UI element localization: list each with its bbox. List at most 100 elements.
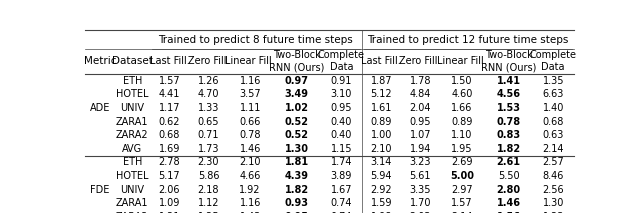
- Text: 5.61: 5.61: [410, 171, 431, 181]
- Text: 2.57: 2.57: [542, 157, 564, 167]
- Text: 0.89: 0.89: [451, 117, 472, 127]
- Text: 0.68: 0.68: [543, 117, 564, 127]
- Text: 1.30: 1.30: [543, 198, 564, 208]
- Text: 3.10: 3.10: [331, 89, 352, 99]
- Text: 1.46: 1.46: [497, 198, 520, 208]
- Text: 2.61: 2.61: [497, 157, 520, 167]
- Text: 0.78: 0.78: [239, 130, 261, 140]
- Text: 1.66: 1.66: [451, 103, 472, 113]
- Text: 2.78: 2.78: [159, 157, 180, 167]
- Text: Complete
Data: Complete Data: [318, 50, 365, 72]
- Text: Linear Fill.: Linear Fill.: [437, 56, 487, 66]
- Text: Complete
Data: Complete Data: [530, 50, 577, 72]
- Text: 0.40: 0.40: [331, 117, 352, 127]
- Text: 1.11: 1.11: [239, 103, 261, 113]
- Text: 2.30: 2.30: [198, 157, 220, 167]
- Text: 2.92: 2.92: [371, 185, 392, 195]
- Text: 1.92: 1.92: [239, 185, 261, 195]
- Text: 5.94: 5.94: [371, 171, 392, 181]
- Text: 0.52: 0.52: [285, 117, 308, 127]
- Text: 0.74: 0.74: [331, 212, 352, 213]
- Text: 1.57: 1.57: [451, 198, 473, 208]
- Text: 1.25: 1.25: [198, 212, 220, 213]
- Text: 5.50: 5.50: [498, 171, 519, 181]
- Text: Last Fill.: Last Fill.: [362, 56, 401, 66]
- Text: 1.56: 1.56: [497, 212, 520, 213]
- Text: 2.10: 2.10: [371, 144, 392, 154]
- Text: 1.00: 1.00: [371, 130, 392, 140]
- Text: ZARA2: ZARA2: [116, 212, 148, 213]
- Text: 1.16: 1.16: [239, 198, 261, 208]
- Text: 2.18: 2.18: [198, 185, 220, 195]
- Text: 0.63: 0.63: [543, 130, 564, 140]
- Text: HOTEL: HOTEL: [116, 89, 148, 99]
- Text: 1.53: 1.53: [497, 103, 520, 113]
- Text: 3.14: 3.14: [371, 157, 392, 167]
- Text: 1.82: 1.82: [497, 144, 520, 154]
- Text: 1.95: 1.95: [451, 144, 473, 154]
- Text: 0.68: 0.68: [159, 130, 180, 140]
- Text: 0.52: 0.52: [285, 130, 308, 140]
- Text: Metric: Metric: [84, 56, 116, 66]
- Text: 5.00: 5.00: [450, 171, 474, 181]
- Text: 2.97: 2.97: [451, 185, 473, 195]
- Text: Zero Fill.: Zero Fill.: [188, 56, 229, 66]
- Text: 4.39: 4.39: [285, 171, 308, 181]
- Text: 3.23: 3.23: [410, 157, 431, 167]
- Text: 1.43: 1.43: [239, 212, 261, 213]
- Text: Last Fill.: Last Fill.: [150, 56, 189, 66]
- Text: 1.59: 1.59: [371, 198, 392, 208]
- Text: Linear Fill.: Linear Fill.: [225, 56, 275, 66]
- Text: 1.61: 1.61: [371, 103, 392, 113]
- Text: 1.09: 1.09: [159, 198, 180, 208]
- Text: Trained to predict 8 future time steps: Trained to predict 8 future time steps: [159, 35, 353, 45]
- Text: 2.06: 2.06: [159, 185, 180, 195]
- Text: 5.86: 5.86: [198, 171, 220, 181]
- Text: 1.67: 1.67: [331, 185, 352, 195]
- Text: 4.60: 4.60: [451, 89, 472, 99]
- Text: 2.14: 2.14: [451, 212, 473, 213]
- Text: 3.49: 3.49: [285, 89, 308, 99]
- Text: 0.62: 0.62: [159, 117, 180, 127]
- Text: ZARA1: ZARA1: [116, 198, 148, 208]
- Text: 2.69: 2.69: [451, 157, 473, 167]
- Text: ETH: ETH: [123, 157, 142, 167]
- Text: 3.35: 3.35: [410, 185, 431, 195]
- Text: 1.98: 1.98: [371, 212, 392, 213]
- Text: 1.15: 1.15: [331, 144, 352, 154]
- Text: 1.82: 1.82: [285, 185, 309, 195]
- Text: 1.46: 1.46: [239, 144, 261, 154]
- Text: AVG: AVG: [122, 144, 143, 154]
- Text: 1.41: 1.41: [497, 76, 520, 86]
- Text: 6.63: 6.63: [543, 89, 564, 99]
- Text: 2.56: 2.56: [542, 185, 564, 195]
- Text: 3.57: 3.57: [239, 89, 261, 99]
- Text: 1.87: 1.87: [371, 76, 392, 86]
- Text: 1.94: 1.94: [410, 144, 431, 154]
- Text: 1.30: 1.30: [285, 144, 308, 154]
- Text: 2.14: 2.14: [543, 144, 564, 154]
- Text: Trained to predict 12 future time steps: Trained to predict 12 future time steps: [367, 35, 568, 45]
- Text: ZARA1: ZARA1: [116, 117, 148, 127]
- Text: 4.84: 4.84: [410, 89, 431, 99]
- Text: 0.78: 0.78: [497, 117, 520, 127]
- Text: 2.80: 2.80: [497, 185, 520, 195]
- Text: 0.95: 0.95: [410, 117, 431, 127]
- Text: 0.83: 0.83: [497, 130, 520, 140]
- Text: 1.73: 1.73: [198, 144, 220, 154]
- Text: HOTEL: HOTEL: [116, 171, 148, 181]
- Text: 0.66: 0.66: [239, 117, 261, 127]
- Text: 1.50: 1.50: [451, 76, 473, 86]
- Text: UNIV: UNIV: [120, 185, 145, 195]
- Text: 1.12: 1.12: [198, 198, 220, 208]
- Text: 3.89: 3.89: [331, 171, 352, 181]
- Text: 1.74: 1.74: [331, 157, 352, 167]
- Text: 5.12: 5.12: [371, 89, 392, 99]
- Text: 0.91: 0.91: [331, 76, 352, 86]
- Text: Two-Block
RNN (Ours): Two-Block RNN (Ours): [269, 50, 324, 72]
- Text: 4.66: 4.66: [239, 171, 261, 181]
- Text: 1.70: 1.70: [410, 198, 431, 208]
- Text: 2.03: 2.03: [410, 212, 431, 213]
- Text: 1.21: 1.21: [159, 212, 180, 213]
- Text: 1.16: 1.16: [239, 76, 261, 86]
